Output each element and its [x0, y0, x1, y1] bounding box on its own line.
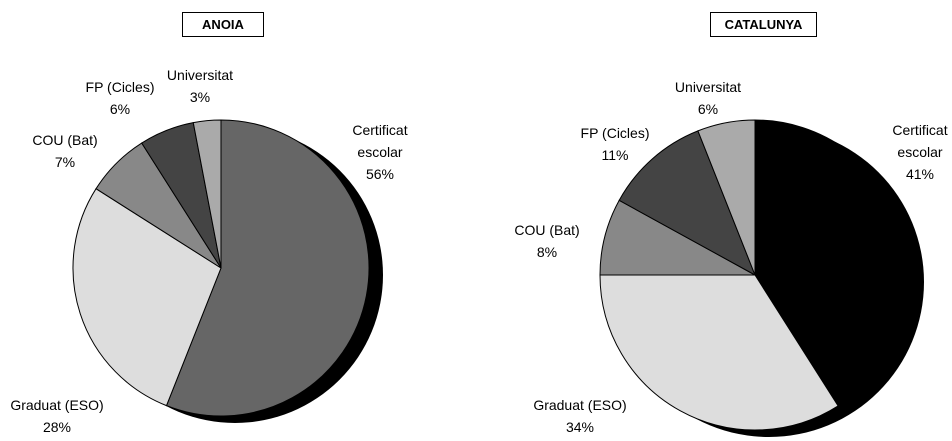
slice-label: COU (Bat) 8%: [502, 219, 592, 263]
category-label: COU (Bat): [32, 132, 98, 148]
slice-label: Universitat 6%: [668, 76, 748, 120]
category-label: Certificat escolar: [892, 122, 948, 160]
value-label: 41%: [905, 166, 935, 182]
slice-label: Graduat (ESO) 34%: [525, 394, 635, 438]
category-label: FP (Cicles): [85, 79, 155, 95]
pie-slice: [72, 188, 222, 407]
value-label: 6%: [109, 101, 131, 117]
category-label: Universitat: [674, 79, 742, 95]
chart-title: ANOIA: [182, 12, 264, 37]
pie-slice: [599, 274, 839, 431]
value-label: 56%: [365, 166, 395, 182]
pie-slice: [192, 119, 222, 269]
pie-slice: [754, 119, 911, 407]
pie-slice: [697, 119, 756, 276]
value-label: 8%: [536, 244, 558, 260]
category-label: FP (Cicles): [580, 125, 650, 141]
chart-title: CATALUNYA: [710, 12, 817, 37]
value-label: 28%: [42, 419, 72, 435]
category-label: COU (Bat): [514, 222, 580, 238]
value-label: 34%: [565, 419, 595, 435]
slice-label: Universitat 3%: [160, 64, 240, 108]
category-label: Graduat (ESO): [533, 397, 627, 413]
slice-label: Graduat (ESO) 28%: [2, 394, 112, 438]
category-label: Graduat (ESO): [10, 397, 104, 413]
slice-label: FP (Cicles) 11%: [570, 122, 660, 166]
slice-label: COU (Bat) 7%: [20, 129, 110, 173]
category-label: Universitat: [166, 67, 234, 83]
value-label: 7%: [54, 154, 76, 170]
category-label: Certificat escolar: [352, 122, 408, 160]
value-label: 11%: [601, 147, 629, 163]
slice-label: Certificat escolar 41%: [885, 119, 952, 185]
slice-label: FP (Cicles) 6%: [75, 76, 165, 120]
pie-slice: [165, 119, 370, 417]
value-label: 6%: [697, 101, 719, 117]
pie-slice: [618, 130, 756, 277]
slice-label: Certificat escolar 56%: [345, 119, 415, 185]
value-label: 3%: [189, 89, 211, 105]
